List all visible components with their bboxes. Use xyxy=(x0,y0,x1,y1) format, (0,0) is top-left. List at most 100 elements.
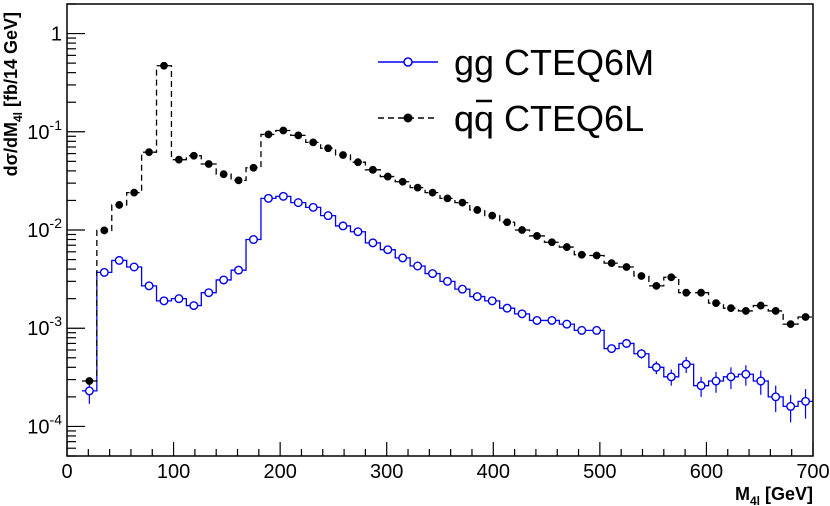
y-tick-label: 10-2 xyxy=(27,215,62,242)
data-point xyxy=(487,296,497,306)
data-point xyxy=(712,299,720,308)
data-point xyxy=(368,238,378,248)
data-point xyxy=(338,221,348,231)
data-point xyxy=(756,301,765,310)
y-tick-label: 10-3 xyxy=(27,313,62,340)
y-axis-tick-labels: 10-4 10-3 10-2 10-1 1 xyxy=(27,24,62,439)
data-point xyxy=(353,227,363,237)
data-point xyxy=(697,288,705,297)
data-point xyxy=(502,303,512,313)
x-axis-title-sub: 4l xyxy=(750,494,760,506)
data-point xyxy=(234,176,243,185)
data-point xyxy=(711,376,721,386)
data-point xyxy=(428,269,438,279)
y-axis-title-main: dσ/dM xyxy=(1,122,21,176)
data-point xyxy=(727,304,735,313)
data-point xyxy=(323,211,333,221)
y-tick-label: 10-1 xyxy=(27,117,62,144)
y-axis-ticks xyxy=(67,3,85,457)
legend-marker-qqbar xyxy=(403,113,413,123)
data-point xyxy=(682,288,691,297)
data-point xyxy=(667,273,676,282)
data-point xyxy=(503,218,512,227)
data-point xyxy=(204,160,213,168)
data-point xyxy=(607,259,616,268)
data-point xyxy=(115,201,124,209)
data-point xyxy=(279,126,288,135)
data-point xyxy=(204,288,214,298)
data-point xyxy=(84,386,94,396)
data-point xyxy=(696,381,706,391)
data-point xyxy=(383,245,393,255)
data-point xyxy=(383,172,392,181)
legend-marker-gg xyxy=(403,57,413,67)
data-point xyxy=(248,235,258,245)
data-point xyxy=(219,275,229,285)
data-point xyxy=(741,369,751,379)
data-point xyxy=(442,276,452,286)
data-point xyxy=(308,202,318,212)
data-point xyxy=(249,163,258,172)
data-point xyxy=(175,155,183,164)
x-axis-title-main: M xyxy=(735,484,750,504)
data-point xyxy=(666,372,676,382)
x-tick-label: 200 xyxy=(263,461,296,483)
y-tick-label: 1 xyxy=(51,24,62,46)
data-point xyxy=(786,320,795,329)
series-gg-cteq6m xyxy=(81,191,813,423)
x-tick-label: 100 xyxy=(157,461,190,483)
histogram-line-1 xyxy=(81,65,813,382)
data-point xyxy=(771,307,780,315)
data-point xyxy=(756,376,766,386)
data-point xyxy=(354,158,362,167)
data-point xyxy=(189,301,199,311)
data-point xyxy=(189,151,198,160)
data-point xyxy=(577,325,587,335)
data-point xyxy=(159,296,169,306)
data-point xyxy=(174,294,184,304)
data-point xyxy=(85,377,94,385)
data-point xyxy=(533,232,541,240)
data-point xyxy=(532,315,542,325)
data-point xyxy=(264,130,273,139)
data-point xyxy=(130,188,139,197)
y-axis-title-sub: 4l xyxy=(11,112,25,122)
data-point xyxy=(472,292,482,302)
y-axis-title-rest: [fb/14 GeV] xyxy=(1,12,21,112)
data-point xyxy=(562,319,572,329)
x-axis-title: M4l [GeV] xyxy=(735,484,813,506)
legend-label-gg: gg CTEQ6M xyxy=(454,42,654,83)
data-point xyxy=(457,284,467,294)
data-point xyxy=(473,206,482,214)
x-axis-title-rest: [GeV] xyxy=(760,484,813,504)
data-point xyxy=(294,131,303,140)
data-point xyxy=(99,267,109,277)
legend-entry-gg: gg CTEQ6M xyxy=(378,42,654,83)
data-point xyxy=(652,281,661,290)
data-point xyxy=(443,194,452,203)
data-point xyxy=(114,255,124,265)
data-point xyxy=(771,392,781,402)
data-point xyxy=(637,272,646,280)
data-point xyxy=(458,198,467,207)
data-point xyxy=(129,262,139,272)
data-point xyxy=(562,243,571,251)
data-point xyxy=(607,344,617,354)
data-point xyxy=(577,250,586,259)
x-axis-ticks xyxy=(66,442,814,456)
data-point xyxy=(293,198,303,208)
data-point xyxy=(160,61,168,70)
data-point xyxy=(145,148,153,157)
x-tick-label: 300 xyxy=(370,461,403,483)
data-point xyxy=(681,359,691,369)
data-point xyxy=(368,165,377,174)
data-point xyxy=(592,251,601,260)
data-point xyxy=(651,362,661,372)
data-point xyxy=(801,313,810,321)
data-point xyxy=(622,263,631,271)
data-point xyxy=(413,261,423,271)
legend-bar-anchor: q xyxy=(454,98,474,139)
data-point xyxy=(488,211,497,220)
